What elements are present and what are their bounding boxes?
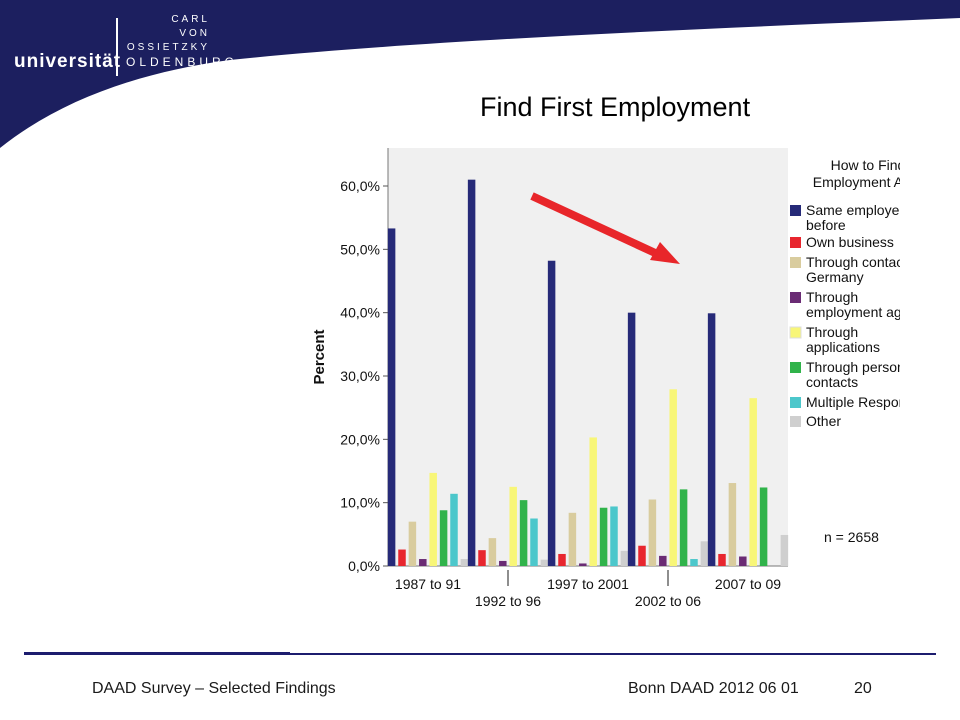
bar <box>450 493 458 566</box>
university-logo: CARL VON OSSIETZKY universität OLDENBURG <box>0 0 240 90</box>
legend-label: Other <box>806 413 841 429</box>
bar <box>398 549 406 566</box>
bar <box>499 560 507 566</box>
bar <box>460 559 469 566</box>
footer-rule-left <box>24 652 290 655</box>
legend-label: Multiple Response <box>806 394 900 410</box>
bar <box>700 541 709 566</box>
legend-label: Same employer asbefore <box>806 202 900 233</box>
bar <box>638 545 646 566</box>
bar <box>780 534 789 566</box>
bar <box>488 538 497 566</box>
page-number: 20 <box>854 680 872 697</box>
legend-swatch <box>790 205 801 216</box>
bar <box>387 228 396 566</box>
legend-label: Own business <box>806 234 894 250</box>
legend-swatch <box>790 237 801 248</box>
bar <box>589 437 597 566</box>
legend-swatch <box>790 416 801 427</box>
bar <box>519 500 528 566</box>
bar <box>749 398 757 566</box>
sample-size-note: n = 2658 <box>824 529 879 545</box>
bar <box>408 521 417 566</box>
x-tick-label: 1992 to 96 <box>475 593 541 609</box>
bar <box>759 487 768 566</box>
bar <box>599 507 608 566</box>
legend-label: Through applications <box>806 324 880 355</box>
bar <box>728 483 737 566</box>
bar <box>648 499 657 566</box>
slide-title: Find First Employment <box>480 92 751 122</box>
bar <box>690 559 698 566</box>
bar <box>627 312 636 566</box>
bar <box>558 553 566 566</box>
logo-line-von: VON <box>179 28 210 39</box>
legend-swatch <box>790 257 801 268</box>
bar <box>530 518 538 566</box>
y-tick-label: 0,0% <box>348 558 380 574</box>
bar <box>679 489 688 566</box>
plot-area <box>388 148 788 566</box>
legend-label: Through contacts inGermany <box>806 254 900 285</box>
y-tick-label: 40,0% <box>340 305 380 321</box>
trend-arrow-head <box>650 242 680 264</box>
y-tick-label: 50,0% <box>340 241 380 257</box>
legend-swatch <box>790 397 801 408</box>
bar <box>419 559 427 566</box>
trend-arrow-shaft <box>530 192 668 262</box>
bar <box>669 389 677 566</box>
header-band <box>0 0 960 148</box>
x-tick-label: 1987 to 91 <box>395 576 461 592</box>
bar <box>620 550 629 566</box>
bar <box>610 506 618 566</box>
bar-chart: 0,0% 10,0% 20,0% 30,0% 40,0% 50,0% 60,0% Percen… <box>311 148 900 609</box>
x-tick-label: 1997 to 2001 <box>547 576 629 592</box>
logo-line-ossietzky: OSSIETZKY <box>126 42 210 53</box>
bar <box>547 260 556 566</box>
y-tick-label: 20,0% <box>340 431 380 447</box>
x-tick-label: 2007 to 09 <box>715 576 781 592</box>
y-axis-label: Percent <box>311 329 328 384</box>
header-band-shape <box>0 0 960 148</box>
bar <box>467 179 476 566</box>
bar <box>579 563 587 566</box>
bar <box>439 510 448 566</box>
bar <box>718 553 726 566</box>
y-tick-label: 30,0% <box>340 368 380 384</box>
logo-name: universität <box>14 51 122 72</box>
bar <box>429 472 437 566</box>
logo-divider <box>116 18 118 76</box>
legend-swatch <box>790 362 801 373</box>
bar <box>659 555 667 566</box>
footer-rule-right <box>290 653 936 655</box>
bar <box>739 556 747 566</box>
logo-line-carl: CARL <box>171 14 210 25</box>
logo-city: OLDENBURG <box>126 55 239 69</box>
legend-label: Through personalcontacts <box>806 359 900 390</box>
x-tick-label: 2002 to 06 <box>635 593 701 609</box>
y-tick-label: 60,0% <box>340 178 380 194</box>
y-tick-label: 10,0% <box>340 495 380 511</box>
footer-caption: DAAD Survey – Selected Findings <box>92 680 336 697</box>
bar <box>540 559 549 566</box>
legend-swatch <box>790 292 801 303</box>
bar <box>478 550 486 566</box>
bar <box>707 313 716 566</box>
footer-date: Bonn DAAD 2012 06 01 <box>628 680 799 697</box>
bar <box>568 512 577 566</box>
legend-swatch <box>789 326 802 339</box>
bar <box>509 486 517 566</box>
